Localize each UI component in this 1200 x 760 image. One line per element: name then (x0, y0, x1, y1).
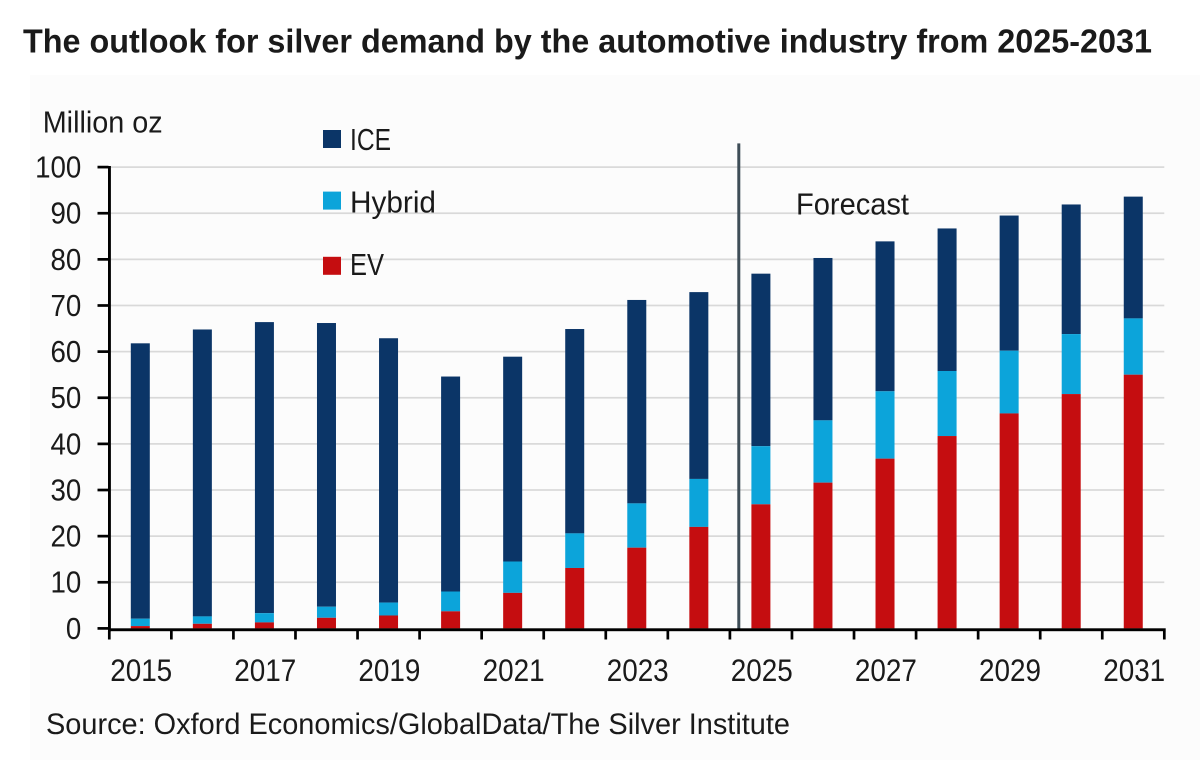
svg-text:The outlook for silver demand: The outlook for silver demand by the aut… (23, 23, 1152, 60)
svg-text:2017: 2017 (234, 652, 296, 688)
svg-text:0: 0 (66, 611, 81, 646)
svg-text:10: 10 (51, 565, 82, 600)
svg-text:2025: 2025 (731, 652, 793, 688)
svg-text:EV: EV (350, 247, 384, 282)
svg-text:50: 50 (51, 380, 82, 415)
svg-text:2023: 2023 (607, 652, 669, 688)
svg-text:ICE: ICE (350, 122, 391, 157)
svg-text:40: 40 (51, 426, 82, 461)
svg-text:2021: 2021 (483, 652, 545, 688)
svg-text:80: 80 (51, 242, 82, 277)
svg-text:2029: 2029 (979, 652, 1041, 688)
svg-text:100: 100 (35, 150, 81, 185)
svg-text:Forecast: Forecast (796, 187, 909, 222)
svg-text:Hybrid: Hybrid (350, 185, 436, 220)
svg-text:20: 20 (51, 519, 82, 554)
svg-text:70: 70 (51, 288, 82, 323)
svg-text:90: 90 (51, 196, 82, 231)
svg-text:60: 60 (51, 334, 82, 369)
svg-text:2015: 2015 (110, 652, 172, 688)
svg-text:Million oz: Million oz (43, 104, 163, 139)
svg-text:2019: 2019 (358, 652, 420, 688)
svg-text:2031: 2031 (1103, 652, 1165, 688)
svg-text:30: 30 (51, 472, 82, 507)
svg-text:2027: 2027 (855, 652, 917, 688)
svg-text:Source: Oxford Economics/Globa: Source: Oxford Economics/GlobalData/The … (46, 708, 790, 741)
